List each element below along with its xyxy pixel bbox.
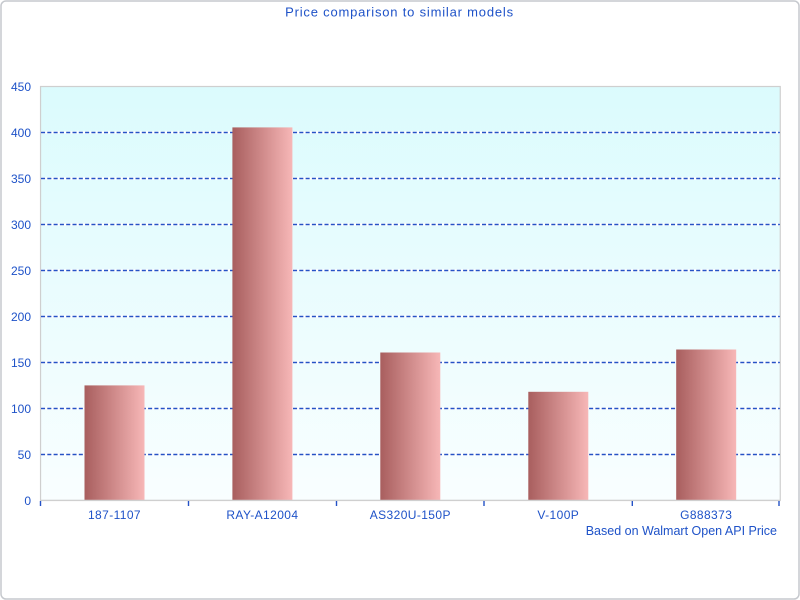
svg-text:350: 350	[11, 172, 31, 186]
svg-text:200: 200	[11, 310, 31, 324]
svg-text:300: 300	[11, 218, 31, 232]
svg-text:150: 150	[11, 356, 31, 370]
svg-text:0: 0	[24, 494, 31, 508]
svg-text:V-100P: V-100P	[537, 508, 579, 522]
svg-text:Price comparison to similar mo: Price comparison to similar models	[285, 4, 514, 19]
svg-text:RAY-A12004: RAY-A12004	[226, 508, 298, 522]
svg-text:187-1107: 187-1107	[88, 508, 141, 522]
svg-text:100: 100	[11, 402, 31, 416]
svg-text:G888373: G888373	[680, 508, 732, 522]
svg-text:400: 400	[11, 126, 31, 140]
svg-text:50: 50	[18, 448, 32, 462]
svg-text:450: 450	[11, 80, 31, 94]
svg-text:AS320U-150P: AS320U-150P	[370, 508, 451, 522]
svg-text:Based on Walmart Open API Pric: Based on Walmart Open API Price	[586, 524, 777, 538]
svg-text:250: 250	[11, 264, 31, 278]
